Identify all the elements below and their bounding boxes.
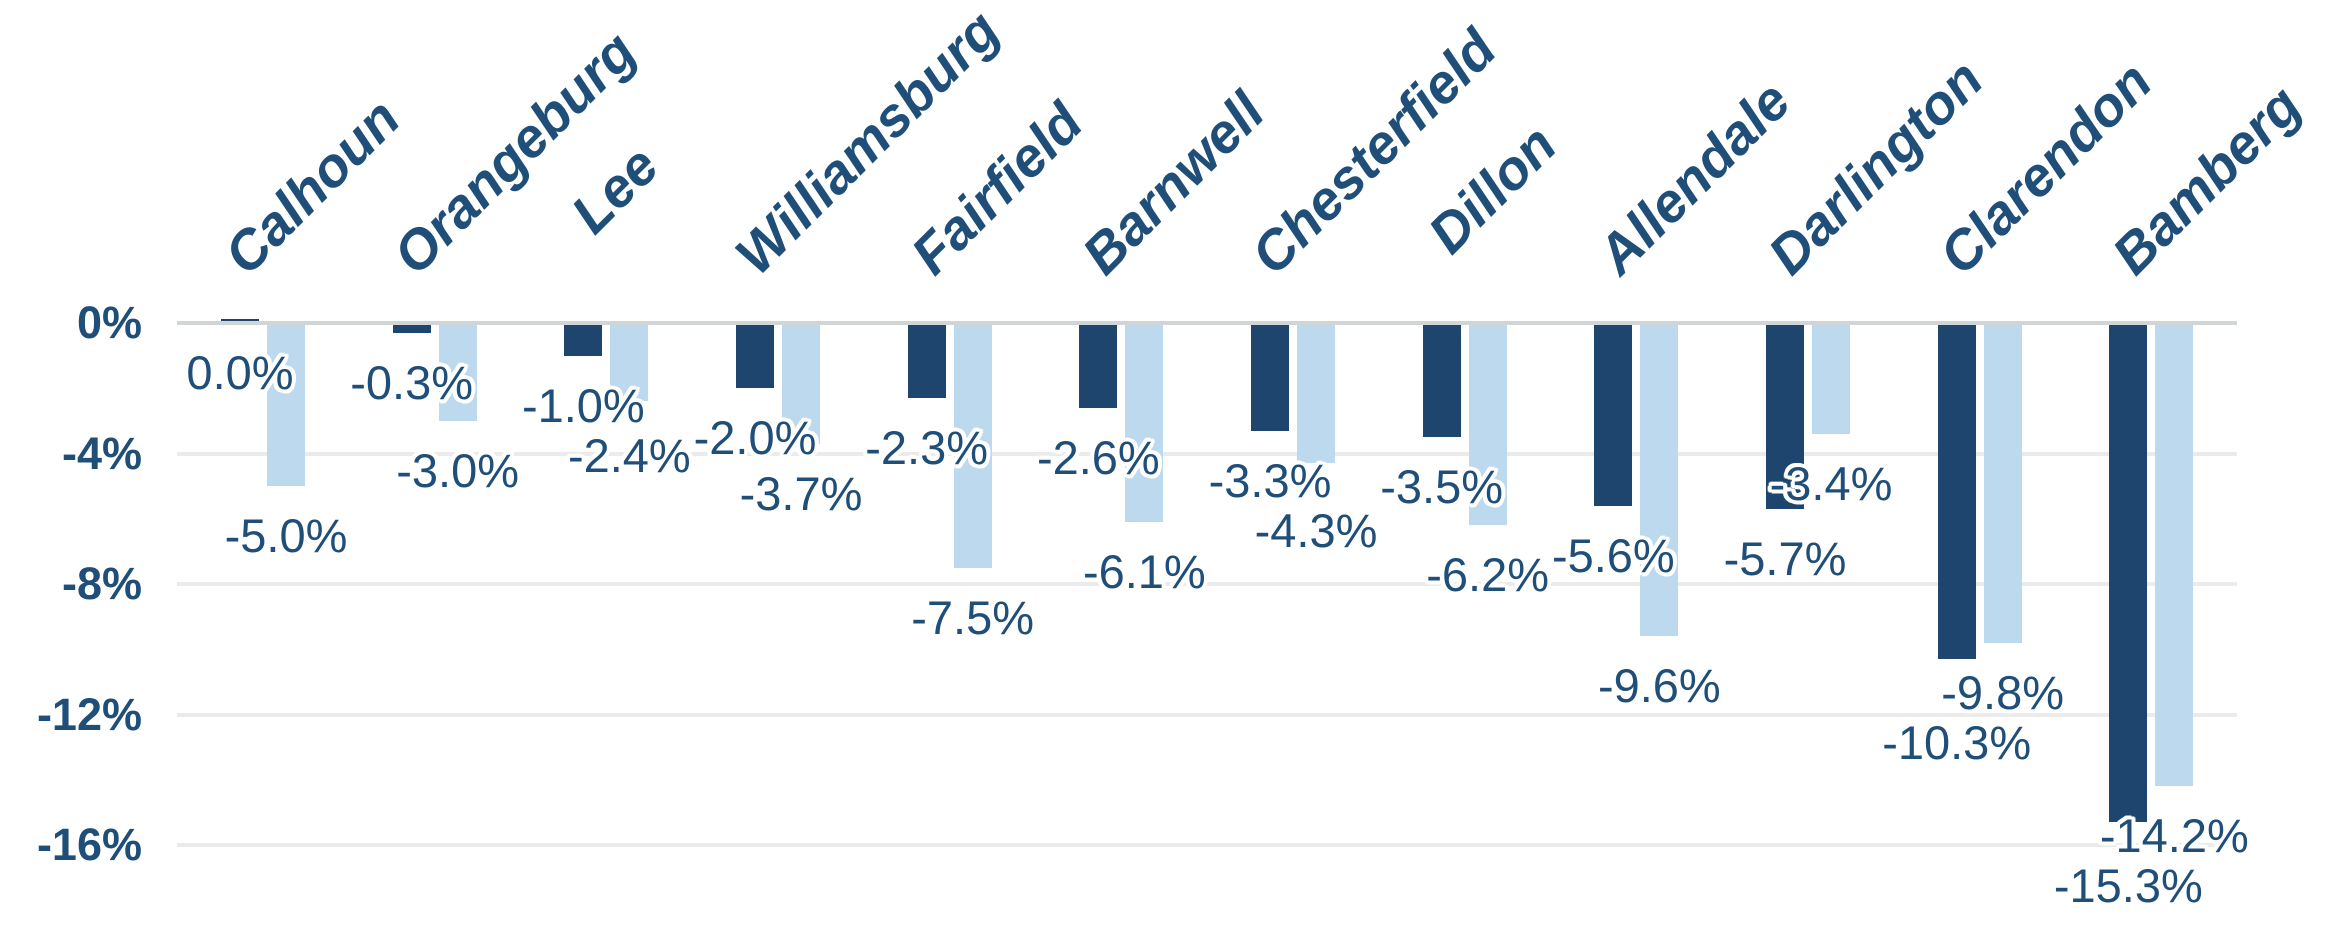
bar-light-chesterfield <box>1297 323 1335 464</box>
y-axis-tick-label: -16% <box>36 819 142 870</box>
data-label-light-bamberg: -14.2% <box>2099 809 2249 863</box>
data-label-dark-allendale: -5.6% <box>1551 528 1675 582</box>
bar-light-allendale <box>1640 323 1679 637</box>
bar-dark-orangeburg <box>392 323 431 333</box>
bar-light-dillon <box>1468 323 1507 526</box>
bar-dark-clarendon <box>1937 323 1976 660</box>
data-label-light-lee: -2.4% <box>567 428 691 482</box>
category-label-barnwell: Barnwell <box>1070 80 1277 287</box>
y-axis-tick-label: -4% <box>61 427 142 479</box>
bar-light-fairfield <box>953 323 992 568</box>
category-label-calhoun: Calhoun <box>212 86 412 286</box>
data-label-dark-darlington: -5.7% <box>1723 531 1847 585</box>
bar-dark-allendale <box>1594 323 1633 506</box>
data-label-dark-lee: -1.0% <box>521 378 645 432</box>
data-label-dark-fairfield: -2.3% <box>865 421 989 475</box>
data-label-light-chesterfield: -4.3% <box>1254 503 1378 557</box>
data-label-light-calhoun: -5.0% <box>224 509 348 563</box>
bar-dark-chesterfield <box>1251 323 1289 431</box>
data-label-light-dillon: -6.2% <box>1426 548 1550 602</box>
data-label-dark-barnwell: -2.6% <box>1036 430 1160 484</box>
bar-light-lee <box>610 323 649 402</box>
gridline <box>177 582 2237 586</box>
y-axis-tick-label: 0% <box>76 297 142 348</box>
data-label-light-williamsburg: -3.7% <box>739 466 863 520</box>
data-label-light-allendale: -9.6% <box>1597 659 1721 713</box>
bar-dark-darlington <box>1766 323 1804 509</box>
bar-dark-dillon <box>1422 323 1461 438</box>
bar-light-barnwell <box>1125 323 1164 522</box>
y-axis-tick-label: -12% <box>36 688 142 740</box>
zero-axis-line <box>177 321 2237 325</box>
data-label-light-darlington: -3.4% <box>1769 456 1893 510</box>
data-label-dark-dillon: -3.5% <box>1380 460 1504 514</box>
bar-dark-fairfield <box>907 323 946 399</box>
data-label-dark-chesterfield: -3.3% <box>1208 453 1332 507</box>
bar-light-orangeburg <box>438 323 477 421</box>
gridline <box>177 843 2237 847</box>
bar-light-williamsburg <box>782 323 820 444</box>
data-label-dark-orangeburg: -0.3% <box>350 355 474 409</box>
data-label-light-orangeburg: -3.0% <box>396 443 520 497</box>
data-label-dark-clarendon: -10.3% <box>1882 715 2032 769</box>
y-axis-tick-label: -8% <box>61 558 142 609</box>
data-label-dark-williamsburg: -2.0% <box>693 411 817 465</box>
data-label-dark-bamberg: -15.3% <box>2053 859 2203 913</box>
category-label-lee: Lee <box>559 133 671 245</box>
bar-light-darlington <box>1812 323 1850 434</box>
bar-dark-williamsburg <box>736 323 774 389</box>
data-label-light-clarendon: -9.8% <box>1941 665 2065 719</box>
bar-light-calhoun <box>267 323 305 487</box>
data-label-dark-calhoun: 0.0% <box>186 346 294 399</box>
data-label-light-barnwell: -6.1% <box>1082 545 1206 598</box>
bar-light-clarendon <box>1983 323 2022 643</box>
bar-dark-barnwell <box>1079 323 1118 408</box>
gridline <box>177 451 2237 456</box>
data-label-light-fairfield: -7.5% <box>911 590 1035 644</box>
bar-dark-bamberg <box>2109 323 2148 823</box>
category-label-dillon: Dillon <box>1416 113 1568 266</box>
gridline <box>177 712 2237 717</box>
bar-light-bamberg <box>2155 323 2194 787</box>
bar-dark-lee <box>564 323 603 356</box>
